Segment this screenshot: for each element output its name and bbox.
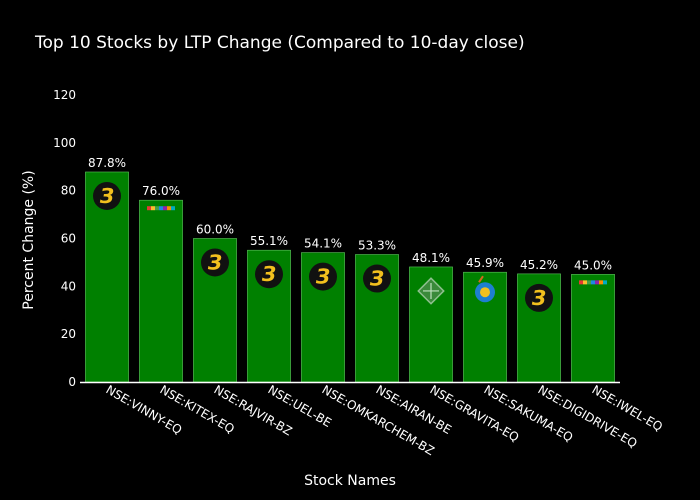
chart-title: Top 10 Stocks by LTP Change (Compared to… [35, 33, 525, 53]
y-axis-title: Percent Change (%) [21, 170, 37, 310]
stock-logo-badge-logo: З [255, 260, 283, 289]
x-tick-label: NSE:DIGIDRIVE-EQ [536, 382, 640, 450]
logo-strip-block [147, 206, 151, 211]
stock-logo-strip-logo [147, 206, 175, 211]
data-label: 45.9% [466, 256, 504, 270]
stock-logo-badge-logo: З [309, 262, 337, 291]
bar [571, 274, 615, 383]
data-label: 55.1% [250, 234, 288, 248]
data-label: 48.1% [412, 251, 450, 265]
stock-logo-badge-logo: З [525, 283, 553, 312]
y-tick-label: 0 [68, 375, 76, 389]
y-tick-label: 20 [61, 327, 76, 341]
data-label: 45.2% [520, 258, 558, 272]
logo-badge-glyph: З [207, 250, 222, 274]
y-tick-label: 100 [53, 136, 76, 150]
data-label: 76.0% [142, 184, 180, 198]
stock-logo-strip-logo [579, 280, 607, 285]
logo-strip-block [155, 206, 159, 211]
logo-badge-circle [201, 248, 229, 277]
y-tick-label: 80 [61, 184, 76, 198]
logo-strip-block [171, 206, 175, 211]
x-tick-label: NSE:GRAVITA-EQ [428, 382, 522, 444]
x-axis-title: Stock Names [304, 473, 396, 489]
logo-badge-circle [309, 262, 337, 291]
stock-logo-badge-logo: З [201, 248, 229, 277]
logo-strip-block [163, 206, 167, 211]
data-label: 54.1% [304, 237, 342, 251]
logo-strip-block [587, 280, 591, 285]
logo-badge-circle [525, 283, 553, 312]
logo-badge-circle [255, 260, 283, 289]
y-tick-label: 60 [61, 231, 76, 245]
logo-strip-block [579, 280, 583, 285]
logo-badge-glyph: З [99, 184, 114, 208]
stock-logo-circle-logo [475, 275, 495, 303]
bar [85, 171, 129, 383]
data-label: 45.0% [574, 258, 612, 272]
logo-circle-leaf [478, 275, 484, 283]
x-tick-label: NSE:SAKUMA-EQ [482, 382, 576, 444]
logo-strip-block [159, 206, 163, 211]
logo-badge-glyph: З [531, 286, 546, 310]
logo-badge-circle [363, 264, 391, 293]
stock-logo-diamond-logo [417, 277, 445, 305]
logo-strip-block [583, 280, 587, 285]
stock-logo-badge-logo: З [363, 264, 391, 293]
logo-strip-block [151, 206, 155, 211]
data-label: 60.0% [196, 222, 234, 236]
stock-logo-badge-logo: З [93, 181, 121, 210]
logo-strip-block [595, 280, 599, 285]
logo-circle-inner [480, 287, 490, 298]
data-label: 53.3% [358, 239, 396, 253]
logo-strip-block [167, 206, 171, 211]
logo-strip-block [591, 280, 595, 285]
logo-badge-glyph: З [261, 262, 276, 286]
logo-badge-circle [93, 181, 121, 210]
logo-strip-block [599, 280, 603, 285]
y-tick-label: 40 [61, 279, 76, 293]
y-tick-label: 120 [53, 88, 76, 102]
data-label: 87.8% [88, 156, 126, 170]
bar [139, 199, 183, 383]
logo-strip-block [603, 280, 607, 285]
logo-badge-glyph: З [315, 265, 330, 289]
logo-diamond-cross [423, 282, 439, 299]
logo-badge-glyph: З [369, 267, 384, 291]
